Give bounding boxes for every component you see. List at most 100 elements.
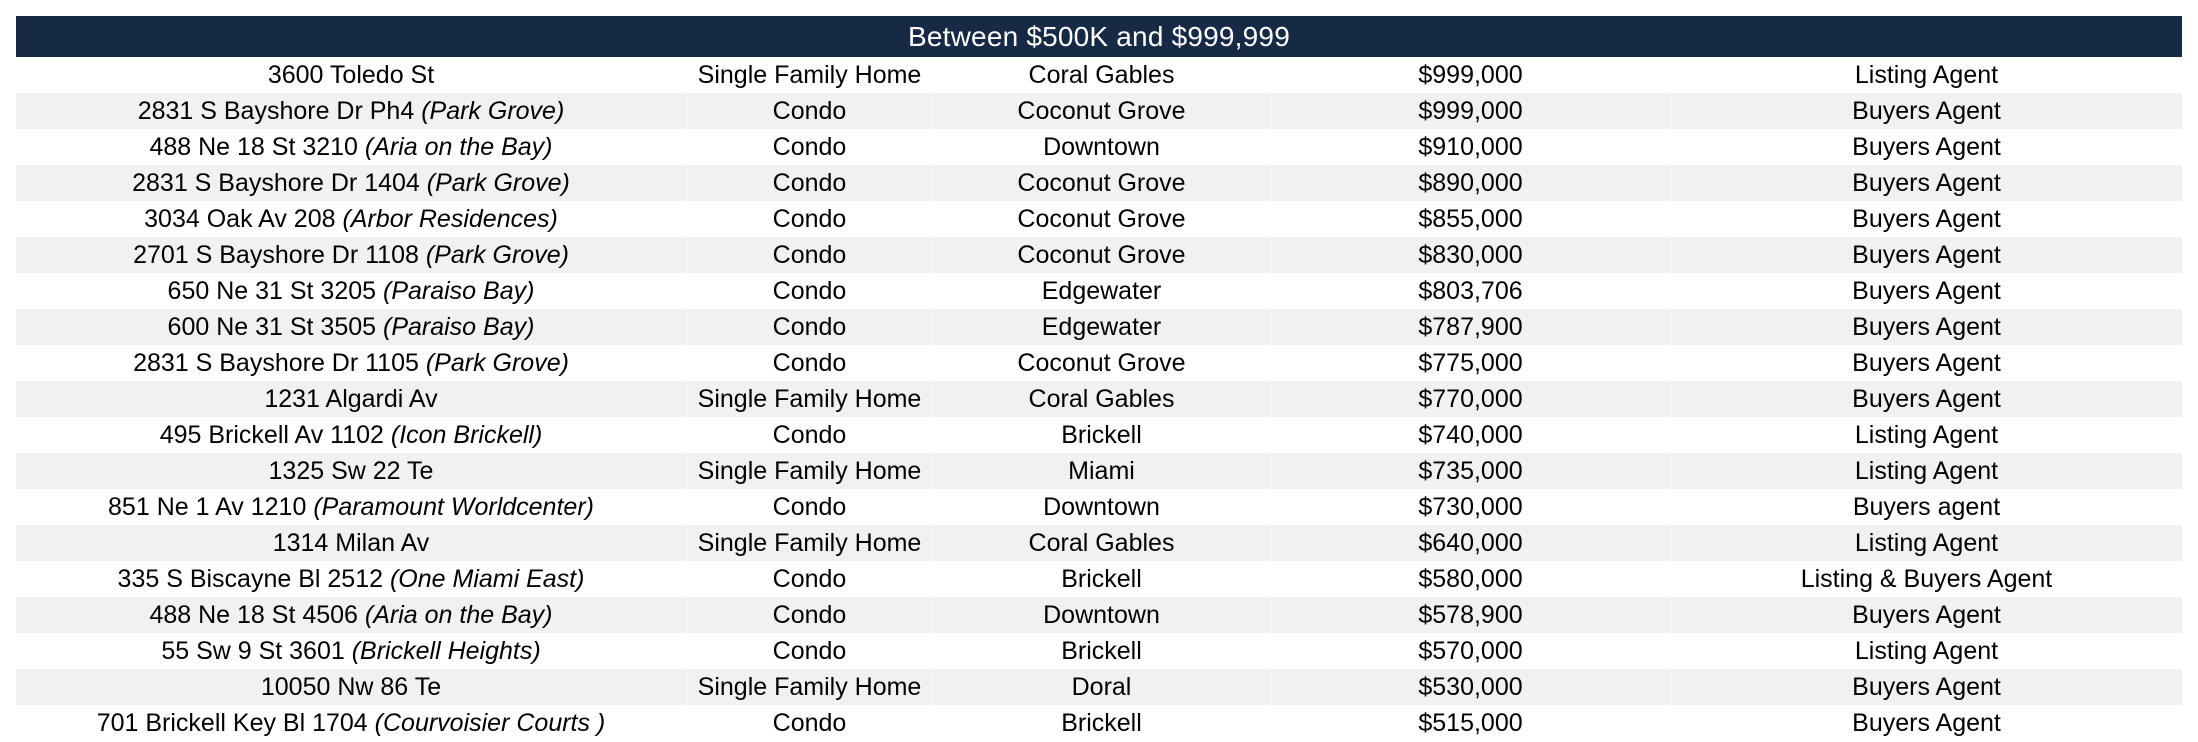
address-cell: 488 Ne 18 St 4506 (Aria on the Bay) bbox=[16, 597, 687, 633]
address-text: 335 S Biscayne Bl 2512 bbox=[117, 565, 384, 593]
complex-name: (Paraiso Bay) bbox=[383, 313, 535, 341]
table-row: 3034 Oak Av 208 (Arbor Residences) Condo C… bbox=[16, 201, 2182, 237]
property-type-cell: Single Family Home bbox=[687, 669, 933, 705]
agent-role-cell: Buyers Agent bbox=[1852, 385, 2001, 413]
address-text: 2831 S Bayshore Dr 1105 bbox=[133, 349, 419, 377]
neighborhood-cell: Brickell bbox=[933, 417, 1271, 453]
property-type-cell: Condo bbox=[687, 129, 933, 165]
table-body: 3600 Toledo St Single Family Home Coral Ga… bbox=[16, 57, 2182, 741]
address-text: 1231 Algardi Av bbox=[264, 385, 438, 413]
table-row: 2831 S Bayshore Dr 1105 (Park Grove) Cond… bbox=[16, 345, 2182, 381]
neighborhood-cell: Brickell bbox=[933, 561, 1271, 597]
table-row: 488 Ne 18 St 3210 (Aria on the Bay) Condo… bbox=[16, 129, 2182, 165]
complex-name: (Aria on the Bay) bbox=[364, 601, 553, 629]
address-text: 2831 S Bayshore Dr Ph4 bbox=[137, 97, 415, 125]
table-row: 488 Ne 18 St 4506 (Aria on the Bay) Condo… bbox=[16, 597, 2182, 633]
price-cell: $999,000 bbox=[1271, 93, 1671, 129]
table-row: 3600 Toledo St Single Family Home Coral Ga… bbox=[16, 57, 2182, 93]
neighborhood-cell: Miami bbox=[933, 453, 1271, 489]
complex-name: (Aria on the Bay) bbox=[364, 133, 553, 161]
property-type-cell: Condo bbox=[687, 417, 933, 453]
address-cell: 488 Ne 18 St 3210 (Aria on the Bay) bbox=[16, 129, 687, 165]
table-row: 495 Brickell Av 1102 (Icon Brickell) Cond… bbox=[16, 417, 2182, 453]
property-type-cell: Single Family Home bbox=[687, 57, 933, 93]
complex-name: (Park Grove) bbox=[425, 349, 569, 377]
address-text: 1325 Sw 22 Te bbox=[268, 457, 434, 485]
agent-role-cell: Buyers Agent bbox=[1852, 601, 2001, 629]
address-text: 2701 S Bayshore Dr 1108 bbox=[133, 241, 419, 269]
neighborhood-cell: Coral Gables bbox=[933, 57, 1271, 93]
agent-role-cell: Buyers Agent bbox=[1852, 97, 2001, 125]
address-cell: 2701 S Bayshore Dr 1108 (Park Grove) bbox=[16, 237, 687, 273]
property-type-cell: Condo bbox=[687, 201, 933, 237]
property-type-cell: Condo bbox=[687, 237, 933, 273]
address-cell: 55 Sw 9 St 3601 (Brickell Heights) bbox=[16, 633, 687, 669]
address-cell: 495 Brickell Av 1102 (Icon Brickell) bbox=[16, 417, 687, 453]
neighborhood-cell: Edgewater bbox=[933, 309, 1271, 345]
address-cell: 1325 Sw 22 Te bbox=[16, 453, 687, 489]
agent-role-cell: Buyers Agent bbox=[1852, 277, 2001, 305]
price-cell: $730,000 bbox=[1271, 489, 1671, 525]
neighborhood-cell: Coconut Grove bbox=[933, 93, 1271, 129]
agent-role-cell: Listing Agent bbox=[1854, 529, 1999, 557]
agent-role-cell: Buyers Agent bbox=[1852, 133, 2001, 161]
address-cell: 1231 Algardi Av bbox=[16, 381, 687, 417]
agent-role-cell: Buyers Agent bbox=[1852, 349, 2001, 377]
address-cell: 3034 Oak Av 208 (Arbor Residences) bbox=[16, 201, 687, 237]
address-text: 10050 Nw 86 Te bbox=[260, 673, 442, 701]
address-text: 3600 Toledo St bbox=[267, 61, 435, 89]
property-type-cell: Condo bbox=[687, 345, 933, 381]
table-row: 851 Ne 1 Av 1210 (Paramount Worldcenter)… bbox=[16, 489, 2182, 525]
table-row: 335 S Biscayne Bl 2512 (One Miami East) C… bbox=[16, 561, 2182, 597]
neighborhood-cell: Downtown bbox=[933, 489, 1271, 525]
table-row: 2831 S Bayshore Dr Ph4 (Park Grove) Condo… bbox=[16, 93, 2182, 129]
price-cell: $910,000 bbox=[1271, 129, 1671, 165]
property-type-cell: Condo bbox=[687, 93, 933, 129]
agent-role-cell: Listing Agent bbox=[1854, 637, 1999, 665]
address-text: 3034 Oak Av 208 bbox=[144, 205, 336, 233]
address-cell: 3600 Toledo St bbox=[16, 57, 687, 93]
table-row: 1325 Sw 22 Te Single Family Home Miami $735… bbox=[16, 453, 2182, 489]
agent-role-cell: Buyers agent bbox=[1852, 493, 2001, 521]
complex-name: (Courvoisier Courts ) bbox=[374, 709, 606, 737]
price-cell: $770,000 bbox=[1271, 381, 1671, 417]
address-text: 650 Ne 31 St 3205 bbox=[167, 277, 377, 305]
agent-role-cell: Buyers Agent bbox=[1852, 205, 2001, 233]
price-cell: $735,000 bbox=[1271, 453, 1671, 489]
complex-name: (Brickell Heights) bbox=[351, 637, 541, 665]
complex-name: (Paramount Worldcenter) bbox=[313, 493, 594, 521]
address-cell: 10050 Nw 86 Te bbox=[16, 669, 687, 705]
address-text: 1314 Milan Av bbox=[272, 529, 430, 557]
address-cell: 1314 Milan Av bbox=[16, 525, 687, 561]
property-type-cell: Condo bbox=[687, 273, 933, 309]
property-type-cell: Condo bbox=[687, 633, 933, 669]
price-cell: $530,000 bbox=[1271, 669, 1671, 705]
neighborhood-cell: Brickell bbox=[933, 705, 1271, 741]
address-text: 600 Ne 31 St 3505 bbox=[167, 313, 377, 341]
price-cell: $803,706 bbox=[1271, 273, 1671, 309]
property-type-cell: Single Family Home bbox=[687, 381, 933, 417]
neighborhood-cell: Edgewater bbox=[933, 273, 1271, 309]
property-type-cell: Condo bbox=[687, 489, 933, 525]
price-cell: $855,000 bbox=[1271, 201, 1671, 237]
neighborhood-cell: Downtown bbox=[933, 129, 1271, 165]
address-text: 851 Ne 1 Av 1210 bbox=[108, 493, 307, 521]
address-text: 488 Ne 18 St 3210 bbox=[149, 133, 358, 161]
price-cell: $787,900 bbox=[1271, 309, 1671, 345]
sales-table: Between $500K and $999,999 3600 Toledo S… bbox=[16, 16, 2182, 741]
address-cell: 650 Ne 31 St 3205 (Paraiso Bay) bbox=[16, 273, 687, 309]
agent-role-cell: Listing Agent bbox=[1854, 457, 1999, 485]
agent-role-cell: Buyers Agent bbox=[1852, 169, 2001, 197]
price-cell: $830,000 bbox=[1271, 237, 1671, 273]
address-text: 701 Brickell Key Bl 1704 bbox=[96, 709, 368, 737]
neighborhood-cell: Coral Gables bbox=[933, 381, 1271, 417]
property-type-cell: Condo bbox=[687, 309, 933, 345]
agent-role-cell: Buyers Agent bbox=[1852, 673, 2001, 701]
address-cell: 600 Ne 31 St 3505 (Paraiso Bay) bbox=[16, 309, 687, 345]
neighborhood-cell: Brickell bbox=[933, 633, 1271, 669]
property-type-cell: Condo bbox=[687, 705, 933, 741]
complex-name: (One Miami East) bbox=[389, 565, 585, 593]
address-text: 55 Sw 9 St 3601 bbox=[161, 637, 345, 665]
price-cell: $775,000 bbox=[1271, 345, 1671, 381]
agent-role-cell: Buyers Agent bbox=[1852, 241, 2001, 269]
